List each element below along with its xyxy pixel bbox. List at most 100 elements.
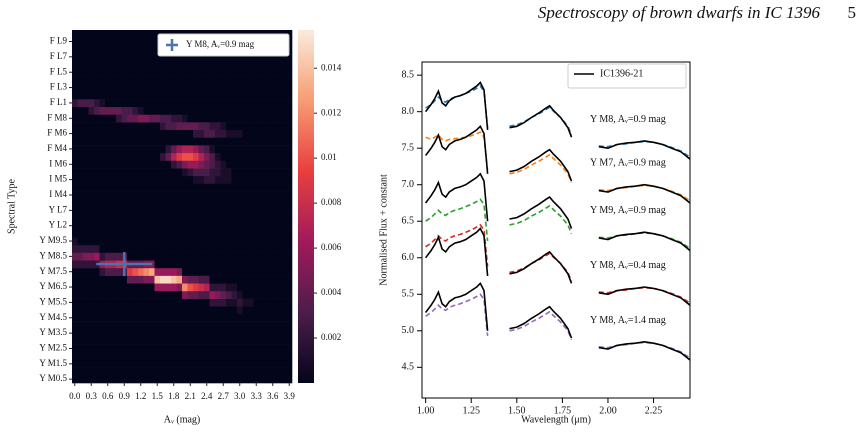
- heatmap-cell: [176, 275, 183, 284]
- colorbar-tick-label: 0.008: [321, 197, 342, 207]
- heatmap-cell: [88, 290, 95, 299]
- heatmap-cell: [110, 244, 117, 253]
- heatmap-cell: [270, 344, 276, 353]
- heatmap-cell: [154, 83, 161, 92]
- heatmap-cell: [259, 244, 265, 253]
- heatmap-cell: [88, 198, 95, 207]
- heatmap-cell: [204, 145, 210, 154]
- heatmap-cell: [253, 367, 260, 376]
- heatmap-cell: [231, 53, 238, 61]
- heatmap-cell: [165, 237, 172, 246]
- heatmap-cell: [286, 290, 293, 299]
- heatmap-cell: [209, 283, 216, 292]
- heatmap-cell: [209, 260, 216, 269]
- heatmap-cell: [77, 359, 84, 368]
- heatmap-cell: [215, 221, 221, 230]
- heatmap-cell: [286, 244, 293, 253]
- heatmap-cell: [264, 152, 271, 161]
- heatmap-cell: [72, 359, 78, 368]
- heatmap-cell: [270, 68, 276, 77]
- heatmap-cell: [275, 114, 282, 123]
- heatmap-cell: [143, 45, 150, 54]
- heatmap-cell: [248, 306, 254, 315]
- heatmap-cell: [209, 160, 216, 169]
- heatmap-cell: [143, 298, 150, 307]
- heatmap-cell: [143, 352, 150, 361]
- heatmap-cell: [165, 375, 172, 384]
- heatmap-cell: [182, 313, 188, 322]
- heatmap-cell: [127, 267, 133, 276]
- heatmap-cell: [127, 68, 133, 77]
- heatmap-cell: [149, 137, 155, 146]
- heatmap-cell: [198, 359, 205, 368]
- heatmap-cell: [132, 244, 139, 253]
- heatmap-cell: [248, 359, 254, 368]
- heatmap-cell: [88, 168, 95, 177]
- heatmap-cell: [165, 329, 172, 338]
- heatmap-cell: [105, 68, 111, 77]
- heatmap-cell: [275, 152, 282, 161]
- heatmap-cell: [242, 275, 249, 284]
- x-tick-label: 2.4: [201, 391, 213, 401]
- heatmap-cell: [88, 221, 95, 230]
- heatmap-cell: [182, 91, 188, 100]
- heatmap-cell: [215, 145, 221, 154]
- heatmap-cell: [286, 160, 293, 169]
- heatmap-cell: [209, 152, 216, 161]
- colorbar-tick-label: 0.012: [321, 107, 341, 117]
- heatmap-cell: [270, 91, 276, 100]
- heatmap-cell: [72, 122, 78, 131]
- heatmap-cell: [187, 122, 194, 131]
- heatmap-cell: [127, 313, 133, 322]
- heatmap-cell: [270, 221, 276, 230]
- heatmap-cell: [237, 76, 243, 85]
- heatmap-cell: [253, 298, 260, 307]
- heatmap-cell: [116, 137, 122, 146]
- heatmap-cell: [215, 229, 221, 238]
- heatmap-cell: [154, 298, 161, 307]
- heatmap-cell: [105, 168, 111, 177]
- heatmap-cell: [286, 375, 293, 384]
- heatmap-cell: [242, 106, 249, 115]
- heatmap-cell: [83, 260, 89, 269]
- heatmap-cell: [121, 321, 128, 330]
- heatmap-cell: [72, 244, 78, 253]
- heatmap-cell: [154, 329, 161, 338]
- heatmap-cell: [110, 375, 117, 384]
- heatmap-cell: [270, 336, 276, 345]
- heatmap-cell: [110, 321, 117, 330]
- heatmap-cell: [83, 367, 89, 376]
- heatmap-cell: [204, 329, 210, 338]
- heatmap-cell: [237, 244, 243, 253]
- heatmap-cell: [138, 53, 144, 61]
- heatmap-cell: [94, 237, 100, 246]
- heatmap-cell: [83, 91, 89, 100]
- heatmap-cell: [176, 352, 183, 361]
- heatmap-cell: [259, 237, 265, 246]
- heatmap-cell: [105, 83, 111, 92]
- heatmap-cell: [149, 313, 155, 322]
- heatmap-cell: [154, 229, 161, 238]
- heatmap-cell: [154, 344, 161, 353]
- heatmap-cell: [176, 229, 183, 238]
- heatmap-cell: [248, 106, 254, 115]
- heatmap-cell: [116, 99, 122, 108]
- heatmap-cell: [154, 306, 161, 315]
- heatmap-cell: [110, 45, 117, 54]
- heatmap-cell: [231, 183, 238, 192]
- heatmap-cell: [182, 168, 188, 177]
- heatmap-cell: [264, 336, 271, 345]
- heatmap-cell: [165, 313, 172, 322]
- heatmap-cell: [286, 183, 293, 192]
- x-tick-label: 1.5: [152, 391, 164, 401]
- heatmap-cell: [286, 275, 293, 284]
- heatmap-cell: [209, 175, 216, 184]
- heatmap-cell: [193, 306, 199, 315]
- heatmap-cell: [242, 367, 249, 376]
- heatmap-cell: [259, 367, 265, 376]
- heatmap-cell: [72, 267, 78, 276]
- heatmap-cell: [248, 83, 254, 92]
- heatmap-cell: [253, 168, 260, 177]
- heatmap-cell: [116, 30, 122, 38]
- heatmap-cell: [110, 352, 117, 361]
